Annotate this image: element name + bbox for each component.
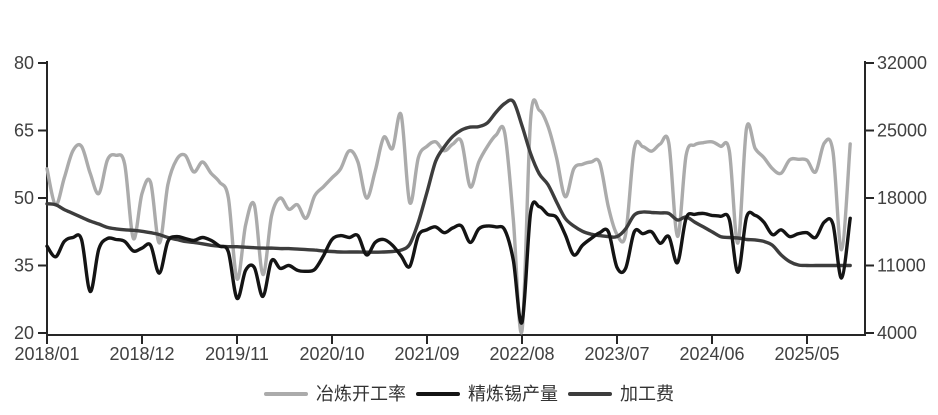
right-axis-label: 4000	[877, 323, 917, 343]
x-axis-label: 2025/05	[774, 344, 839, 364]
legend-item-smelting-operating-rate[interactable]: 冶炼开工率	[264, 383, 406, 405]
x-axis-label: 2022/08	[489, 344, 554, 364]
series-line-冶炼开工率	[45, 98, 852, 335]
x-axis-label: 2019/11	[205, 344, 269, 364]
left-axis-label: 20	[14, 323, 34, 343]
chart-legend: 冶炼开工率 精炼锡产量 加工费	[0, 383, 938, 405]
x-axis-label: 2018/01	[14, 344, 79, 364]
left-axis-label: 80	[14, 53, 34, 73]
series-line-精炼锡产量	[45, 200, 852, 325]
right-axis-label: 25000	[877, 121, 927, 141]
left-axis-label: 35	[14, 256, 34, 276]
legend-label: 冶炼开工率	[316, 384, 406, 404]
right-axis-label: 11000	[877, 256, 926, 276]
right-axis-label: 18000	[877, 188, 927, 208]
series-line-加工费	[45, 98, 852, 268]
legend-item-refined-tin-output[interactable]: 精炼锡产量	[416, 383, 558, 405]
x-axis-label: 2020/10	[299, 344, 364, 364]
legend-swatch-darkgray-line	[568, 392, 612, 396]
legend-label: 加工费	[620, 384, 674, 404]
legend-label: 精炼锡产量	[468, 384, 558, 404]
x-axis-label: 2023/07	[584, 344, 649, 364]
legend-swatch-black-line	[416, 392, 460, 396]
legend-item-processing-fee[interactable]: 加工费	[568, 383, 674, 405]
x-axis-label: 2021/09	[394, 344, 459, 364]
left-axis-label: 50	[14, 188, 34, 208]
legend-swatch-gray-line	[264, 392, 308, 396]
right-axis-label: 32000	[877, 53, 927, 73]
x-axis-label: 2024/06	[679, 344, 744, 364]
left-axis-label: 65	[14, 121, 34, 141]
x-axis-label: 2018/12	[109, 344, 174, 364]
